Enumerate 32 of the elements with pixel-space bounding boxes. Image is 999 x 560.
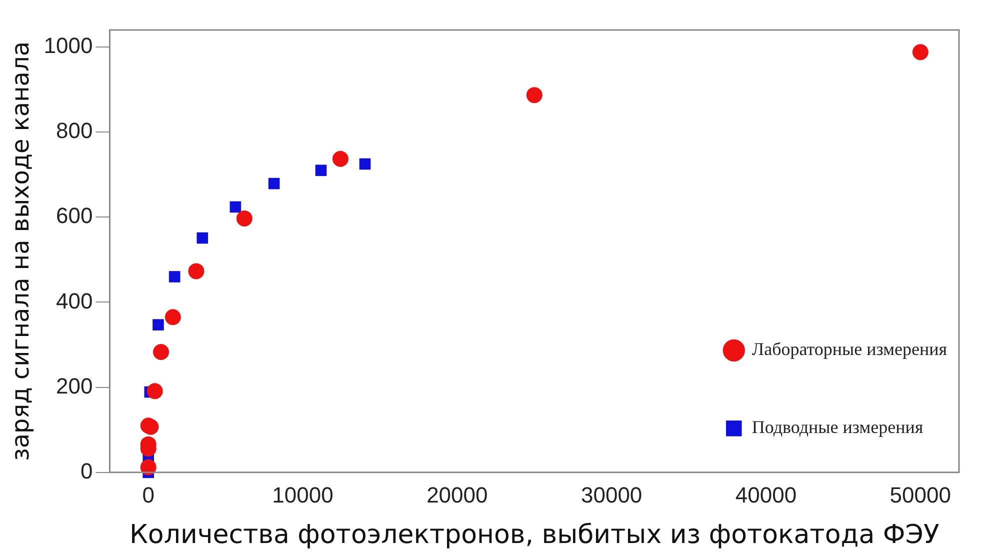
x-axis-title: Количества фотоэлектронов, выбитых из фотокатода ФЭУ bbox=[129, 520, 940, 550]
x-tick-label: 20000 bbox=[426, 482, 488, 508]
x-tick-label: 10000 bbox=[272, 482, 334, 508]
point bbox=[912, 44, 928, 60]
y-tick-label: 200 bbox=[56, 373, 93, 398]
point bbox=[146, 383, 163, 400]
y-tick-label: 0 bbox=[80, 458, 93, 484]
point bbox=[230, 201, 242, 213]
point bbox=[359, 158, 371, 170]
x-tick-label: 40000 bbox=[735, 482, 797, 508]
y-tick-label: 800 bbox=[56, 118, 93, 144]
legend-label: Лабораторные измерения bbox=[752, 339, 948, 360]
point bbox=[164, 309, 181, 326]
x-tick-label: 50000 bbox=[890, 482, 951, 508]
point bbox=[315, 164, 327, 176]
y-tick-label: 600 bbox=[56, 203, 93, 228]
point bbox=[153, 344, 170, 360]
x-tick-label: 0 bbox=[142, 482, 154, 508]
point bbox=[526, 87, 542, 104]
point bbox=[168, 271, 180, 282]
point bbox=[332, 150, 348, 167]
y-axis-title: заряд сигнала на выходе канала bbox=[6, 41, 35, 461]
legend-label: Подводные измерения bbox=[752, 417, 924, 438]
point bbox=[152, 319, 164, 330]
point bbox=[188, 263, 204, 280]
x-tick-label: 30000 bbox=[580, 482, 642, 508]
y-tick-label: 1000 bbox=[44, 33, 93, 58]
point bbox=[196, 232, 208, 244]
y-tick-label: 400 bbox=[56, 288, 93, 314]
point bbox=[268, 178, 280, 190]
point bbox=[140, 459, 156, 476]
point bbox=[236, 210, 252, 226]
